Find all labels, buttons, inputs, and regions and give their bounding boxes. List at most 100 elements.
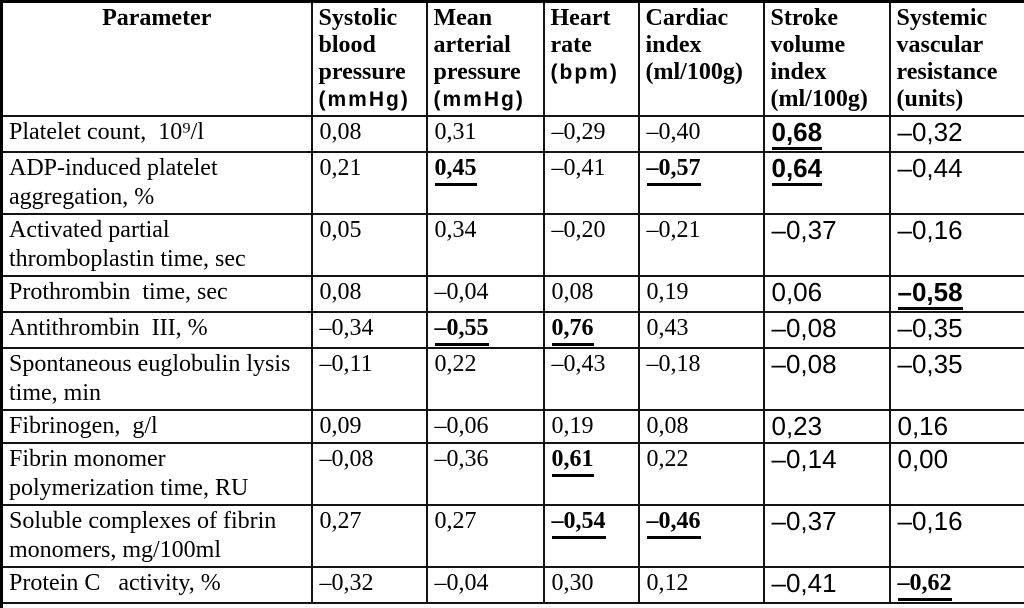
value-cell: 0,12 [637, 566, 765, 604]
significant-value: –0,62 [897, 569, 952, 601]
table-row: Protein C activity, % –0,32 –0,04 0,30 0,12–… [0, 566, 1024, 604]
significant-value: 0,68 [771, 118, 823, 150]
value-cell: –0,16 [888, 213, 1024, 277]
table-row: Soluble complexes of fibrin monomers, mg… [0, 504, 1024, 568]
parameter-cell: Antithrombin III, % [0, 311, 313, 349]
significant-value-cell: 0,68 [762, 115, 891, 153]
table-header: Parameter Systolic blood pressure (mmHg)… [0, 0, 1024, 117]
value-cell: 0,00 [888, 442, 1024, 506]
table-body: Platelet count, 10⁹/l 0,08 0,31 –0,29 –0,40 0… [0, 115, 1024, 604]
value-cell: –0,32 [310, 566, 428, 604]
value-cell: –0,08 [310, 442, 428, 506]
parameter-cell: Fibrin monomer polymerization time, RU [0, 442, 313, 506]
significant-value: 0,61 [551, 445, 594, 477]
col-header-mean-arterial-pressure: Mean arterial pressure (mmHg) [425, 0, 545, 117]
value-cell: 0,08 [310, 115, 428, 153]
table-footer: Note: significant correlations were iden… [0, 602, 1024, 608]
parameter-cell: Spontaneous euglobulin lysis time, min [0, 347, 313, 411]
value-cell: 0,08 [542, 275, 640, 313]
value-cell: –0,37 [762, 213, 891, 277]
value-cell: –0,44 [888, 151, 1024, 215]
significant-value: –0,58 [897, 278, 963, 310]
significant-value-cell: –0,54 [542, 504, 640, 568]
significant-value-cell: –0,57 [637, 151, 765, 215]
value-cell: 0,34 [425, 213, 545, 277]
col-header-unit: (ml/100g) [645, 59, 743, 85]
value-cell: 0,27 [425, 504, 545, 568]
col-header-systolic-blood-pressure: Systolic blood pressure (mmHg) [310, 0, 428, 117]
col-header-heart-rate: Heart rate (bpm) [542, 0, 640, 117]
table-row: Antithrombin III, % –0,34 –0,55 0,76 0,43 –0,… [0, 311, 1024, 349]
significant-value-cell: 0,45 [425, 151, 545, 215]
significant-value: 0,64 [771, 154, 823, 186]
value-cell: 0,31 [425, 115, 545, 153]
significant-value: –0,55 [434, 314, 489, 346]
significant-value-cell: –0,46 [637, 504, 765, 568]
significant-value-cell: –0,55 [425, 311, 545, 349]
value-cell: –0,35 [888, 347, 1024, 411]
parameter-cell: Platelet count, 10⁹/l [0, 115, 313, 153]
significant-value-cell: –0,58 [888, 275, 1024, 313]
value-cell: –0,08 [762, 311, 891, 349]
col-header-label: Parameter [102, 5, 212, 31]
table-row: Platelet count, 10⁹/l 0,08 0,31 –0,29 –0,40 0… [0, 115, 1024, 153]
table-row: Fibrin monomer polymerization time, RU –0… [0, 442, 1024, 506]
value-cell: 0,16 [888, 409, 1024, 444]
col-header-unit: (units) [896, 86, 964, 112]
value-cell: –0,11 [310, 347, 428, 411]
value-cell: 0,08 [637, 409, 765, 444]
parameter-cell: Prothrombin time, sec [0, 275, 313, 313]
significant-value: 0,76 [551, 314, 594, 346]
value-cell: –0,32 [888, 115, 1024, 153]
value-cell: 0,43 [637, 311, 765, 349]
col-header-unit: (mmHg) [433, 88, 525, 111]
value-cell: –0,21 [637, 213, 765, 277]
value-cell: 0,27 [310, 504, 428, 568]
value-cell: 0,21 [310, 151, 428, 215]
table-row: Fibrinogen, g/l 0,09 –0,06 0,19 0,08 0,23 0,16 [0, 409, 1024, 444]
value-cell: –0,37 [762, 504, 891, 568]
value-cell: –0,36 [425, 442, 545, 506]
col-header-unit: (ml/100g) [770, 86, 868, 112]
col-header-label: Systemic vascular resistance [896, 5, 998, 85]
value-cell: 0,19 [542, 409, 640, 444]
value-cell: –0,14 [762, 442, 891, 506]
value-cell: 0,05 [310, 213, 428, 277]
value-cell: –0,18 [637, 347, 765, 411]
table-row: Prothrombin time, sec 0,08 –0,04 0,08 0,19 0,… [0, 275, 1024, 313]
parameter-cell: ADP-induced platelet aggregation, % [0, 151, 313, 215]
col-header-stroke-volume-index: Stroke volume index (ml/100g) [762, 0, 891, 117]
significant-value: –0,57 [646, 154, 701, 186]
value-cell: –0,41 [542, 151, 640, 215]
value-cell: –0,35 [888, 311, 1024, 349]
table-row: Activated partial thromboplastin time, s… [0, 213, 1024, 277]
value-cell: –0,34 [310, 311, 428, 349]
value-cell: 0,09 [310, 409, 428, 444]
parameter-cell: Soluble complexes of fibrin monomers, mg… [0, 504, 313, 568]
note-row: Note: significant correlations were iden… [0, 602, 1024, 608]
note-text: Note: significant correlations were iden… [0, 602, 1024, 608]
col-header-unit: (mmHg) [318, 88, 410, 111]
value-cell: –0,16 [888, 504, 1024, 568]
value-cell: 0,23 [762, 409, 891, 444]
parameter-cell: Fibrinogen, g/l [0, 409, 313, 444]
value-cell: 0,19 [637, 275, 765, 313]
col-header-cardiac-index: Cardiac index (ml/100g) [637, 0, 765, 117]
significant-value: –0,54 [551, 507, 606, 539]
value-cell: –0,04 [425, 566, 545, 604]
col-header-parameter: Parameter [0, 0, 313, 117]
value-cell: –0,06 [425, 409, 545, 444]
col-header-unit: (bpm) [550, 61, 619, 84]
significant-value: –0,46 [646, 507, 701, 539]
significant-value: 0,45 [434, 154, 477, 186]
significant-value-cell: –0,62 [888, 566, 1024, 604]
table-row: ADP-induced platelet aggregation, % 0,21 0… [0, 151, 1024, 215]
col-header-label: Stroke volume index [770, 5, 846, 85]
significant-value-cell: 0,64 [762, 151, 891, 215]
header-row: Parameter Systolic blood pressure (mmHg)… [0, 0, 1024, 117]
col-header-label: Mean arterial pressure [433, 5, 521, 85]
value-cell: –0,40 [637, 115, 765, 153]
value-cell: –0,04 [425, 275, 545, 313]
